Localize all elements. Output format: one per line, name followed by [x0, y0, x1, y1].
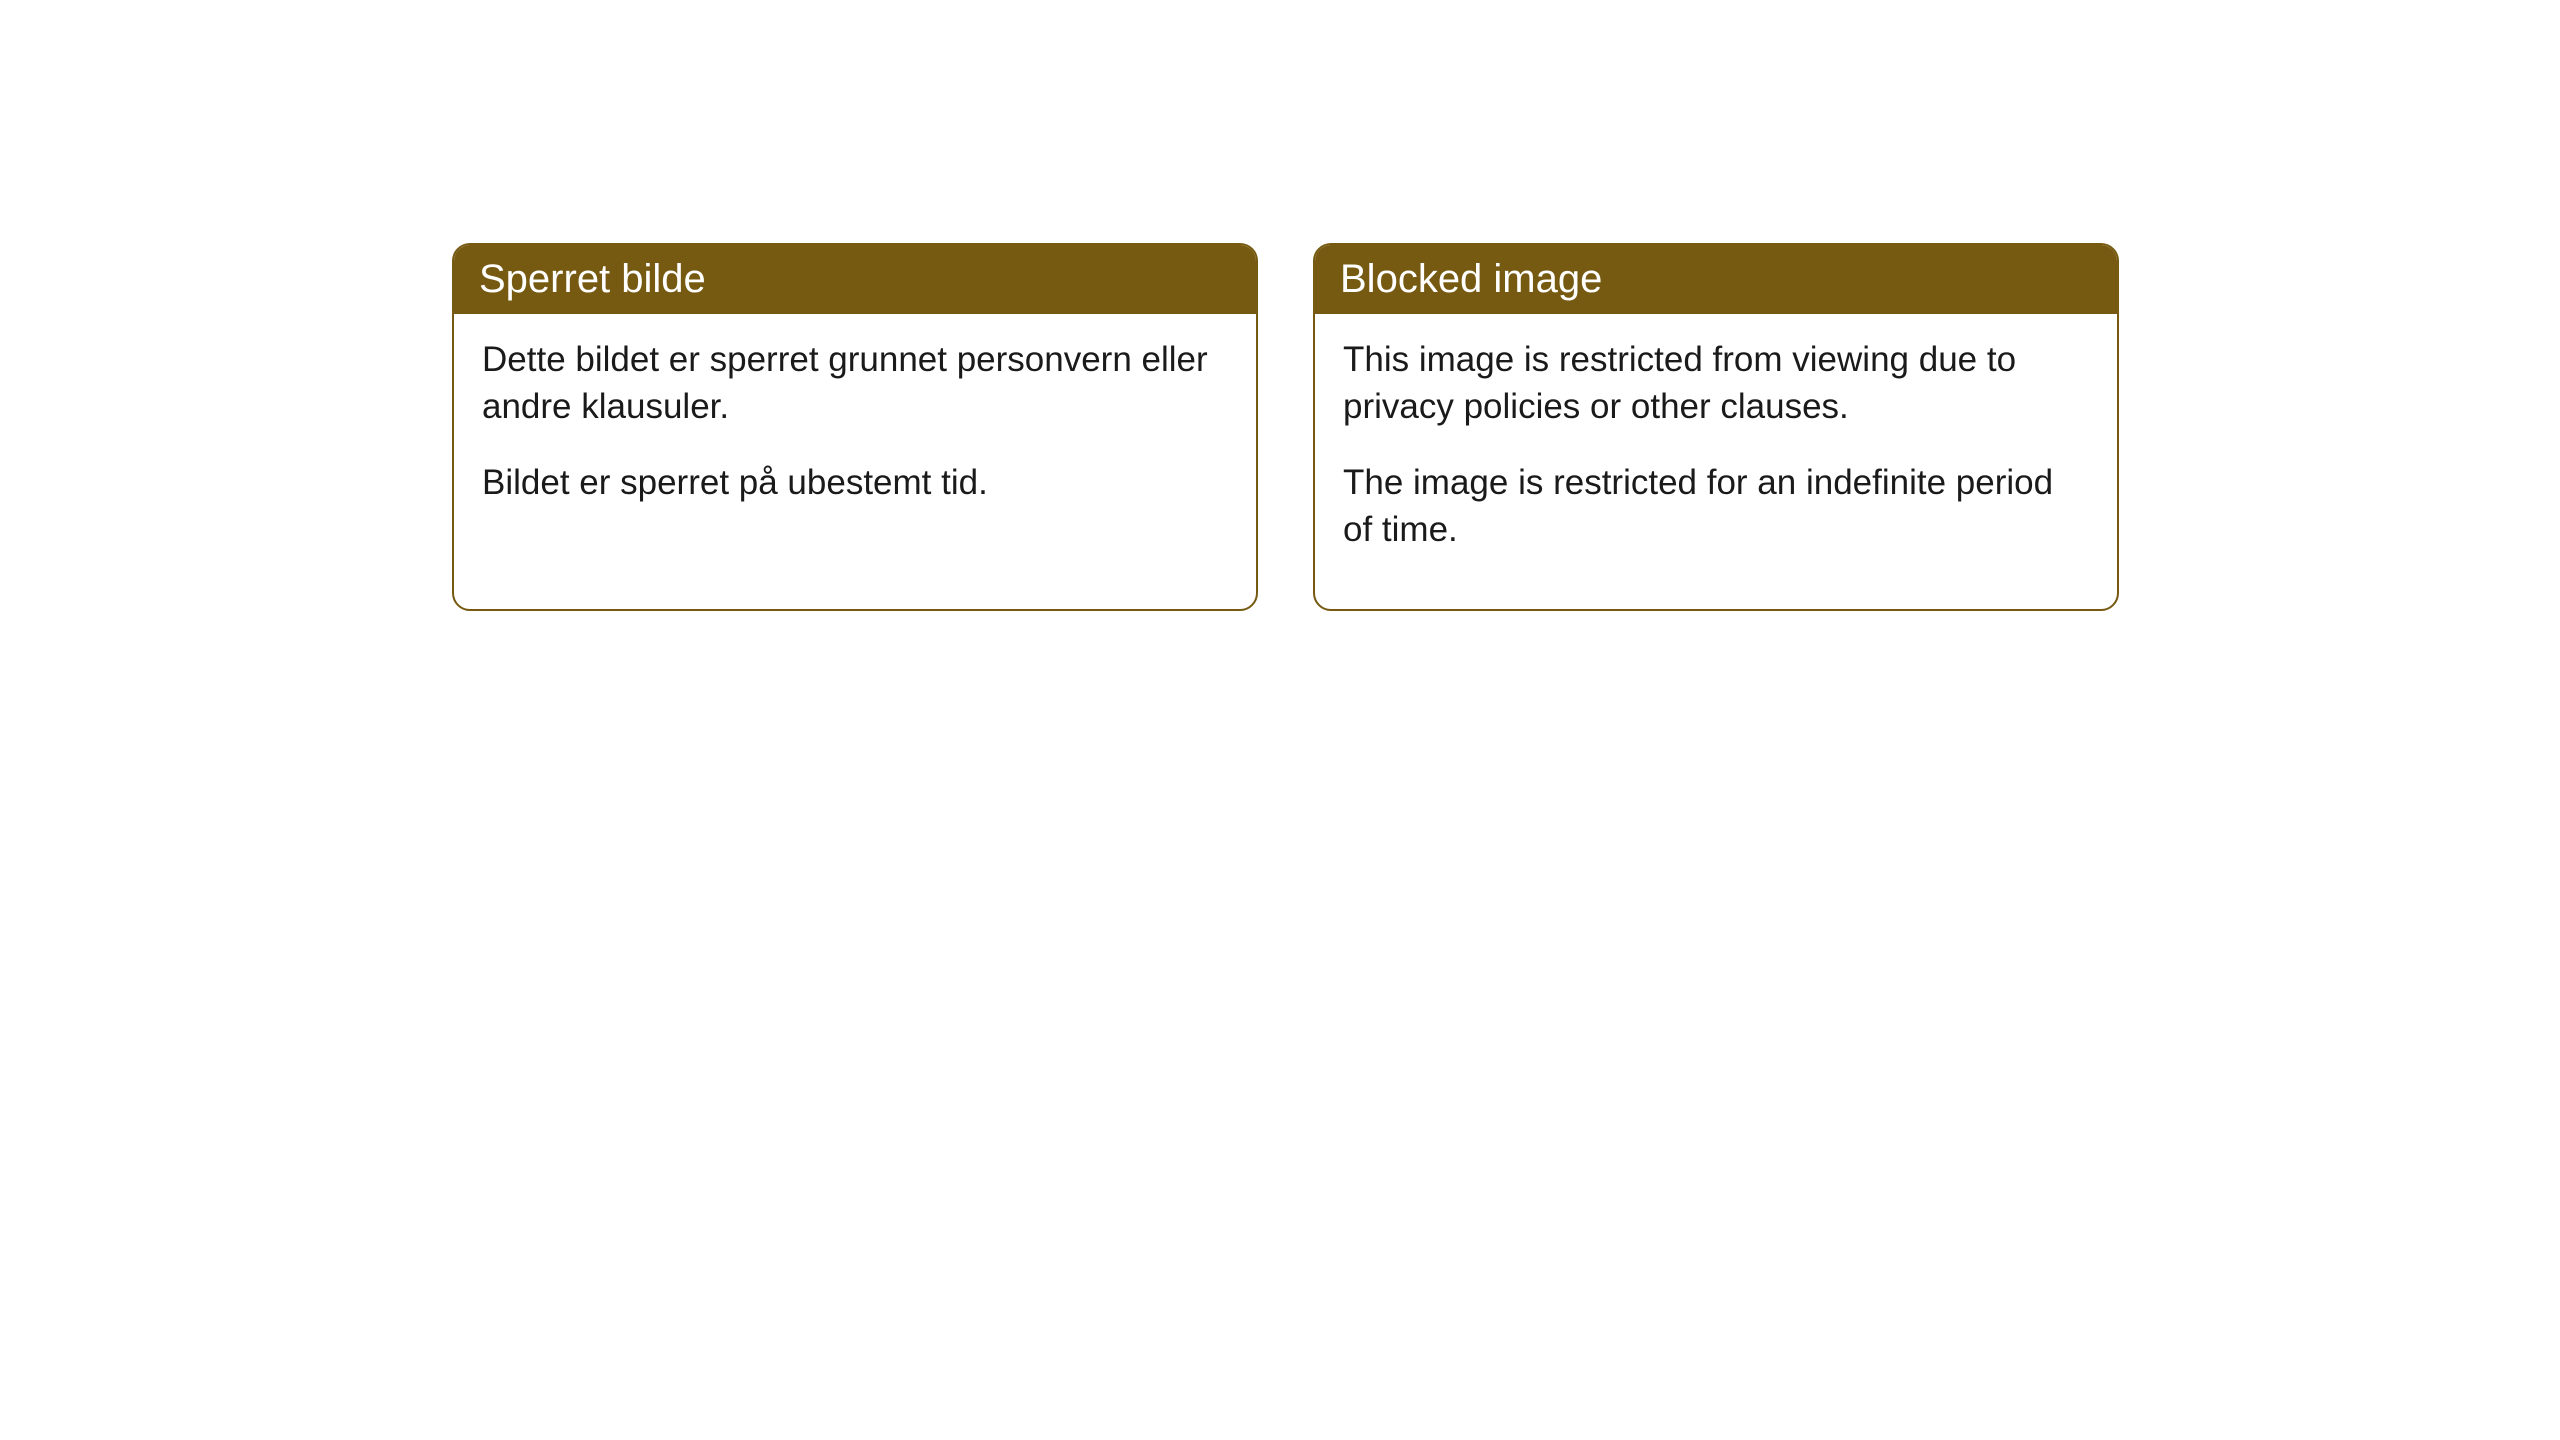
card-header: Sperret bilde [454, 245, 1256, 314]
card-header: Blocked image [1315, 245, 2117, 314]
cards-container: Sperret bilde Dette bildet er sperret gr… [0, 0, 2560, 611]
notice-paragraph-2: The image is restricted for an indefinit… [1343, 459, 2089, 554]
card-body: Dette bildet er sperret grunnet personve… [454, 314, 1256, 562]
notice-paragraph-2: Bildet er sperret på ubestemt tid. [482, 459, 1228, 506]
notice-card-english: Blocked image This image is restricted f… [1313, 243, 2119, 611]
card-body: This image is restricted from viewing du… [1315, 314, 2117, 609]
notice-paragraph-1: This image is restricted from viewing du… [1343, 336, 2089, 431]
notice-card-norwegian: Sperret bilde Dette bildet er sperret gr… [452, 243, 1258, 611]
notice-paragraph-1: Dette bildet er sperret grunnet personve… [482, 336, 1228, 431]
